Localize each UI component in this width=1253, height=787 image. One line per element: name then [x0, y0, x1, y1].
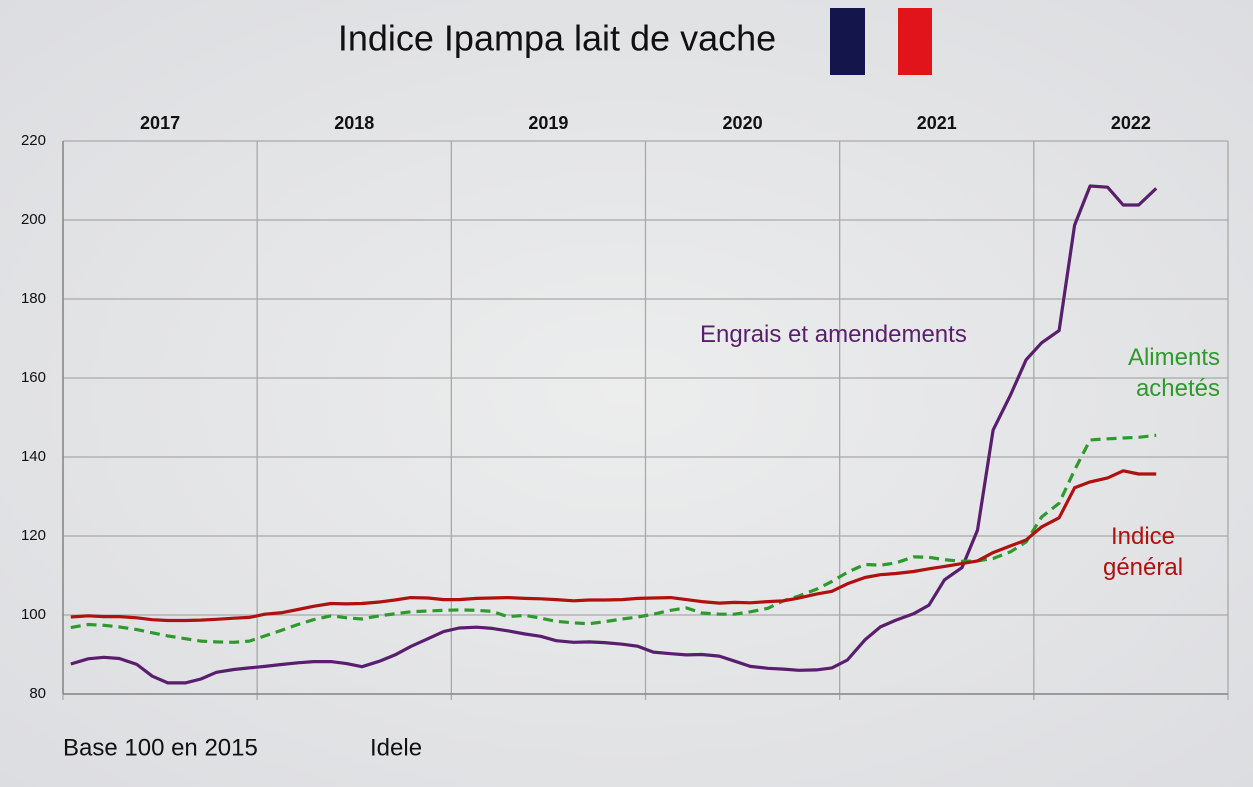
y-tick-label: 200: [21, 211, 46, 228]
y-tick-label: 220: [21, 132, 46, 149]
chart-title: Indice Ipampa lait de vache: [338, 18, 776, 59]
x-tick-label: 2021: [917, 113, 957, 133]
y-tick-label: 100: [21, 606, 46, 623]
series-label: Indice général: [1102, 523, 1184, 581]
x-tick-label: 2019: [528, 113, 568, 133]
series-line: [70, 184, 1158, 685]
flag-blue: [830, 8, 865, 75]
y-tick-label: 80: [29, 685, 46, 702]
x-tick-label: 2022: [1111, 113, 1151, 133]
flag-red: [898, 8, 932, 75]
series-label: Engrais et amendements: [700, 321, 967, 348]
y-tick-label: 180: [21, 290, 46, 307]
x-tick-label: 2018: [334, 113, 374, 133]
series-label: Aliments achetés: [1127, 344, 1220, 402]
footnote: Base 100 en 2015: [63, 734, 258, 761]
footnote: Idele: [370, 734, 422, 761]
y-tick-label: 120: [21, 527, 46, 544]
x-tick-label: 2020: [723, 113, 763, 133]
y-tick-label: 160: [21, 369, 46, 386]
x-tick-label: 2017: [140, 113, 180, 133]
y-tick-label: 140: [21, 448, 46, 465]
series-line: [70, 469, 1157, 623]
series-line: [70, 433, 1157, 644]
